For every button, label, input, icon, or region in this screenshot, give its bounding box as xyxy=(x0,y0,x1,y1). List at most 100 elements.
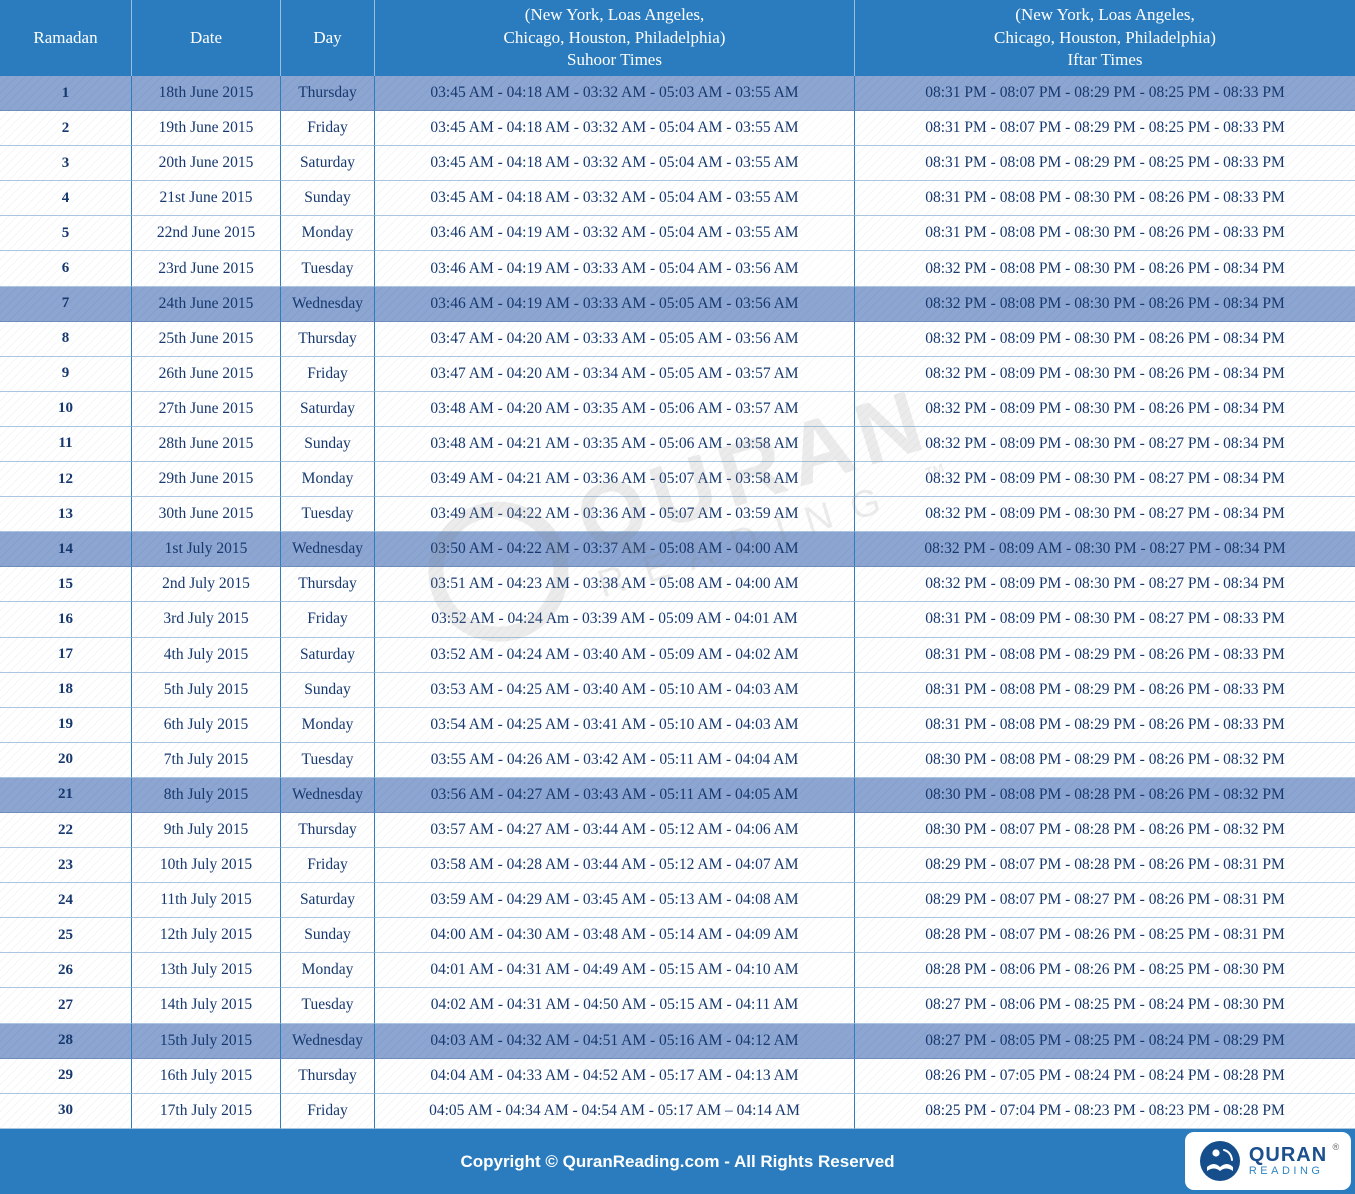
table-row: 27 14th July 2015 Tuesday 04:02 AM - 04:… xyxy=(0,988,1355,1024)
ramadan-number-cell: 17 xyxy=(0,637,132,673)
table-row: 26 13th July 2015 Monday 04:01 AM - 04:3… xyxy=(0,953,1355,989)
ramadan-number-cell: 19 xyxy=(0,707,132,743)
iftar-times-cell: 08:32 PM - 08:08 PM - 08:30 PM - 08:26 P… xyxy=(855,251,1355,287)
ramadan-number-cell: 13 xyxy=(0,497,132,533)
ramadan-number-cell: 5 xyxy=(0,216,132,252)
weekday-cell: Saturday xyxy=(281,883,375,919)
table-row: 28 15th July 2015 Wednesday 04:03 AM - 0… xyxy=(0,1023,1355,1059)
header-date: Date xyxy=(132,0,281,76)
table-row: 11 28th June 2015 Sunday 03:48 AM - 04:2… xyxy=(0,426,1355,463)
weekday-cell: Friday xyxy=(281,111,375,147)
table-row: 17 4th July 2015 Saturday 03:52 AM - 04:… xyxy=(0,637,1355,673)
table-row: 30 17th July 2015 Friday 04:05 AM - 04:3… xyxy=(0,1093,1355,1129)
weekday-cell: Friday xyxy=(281,1093,375,1129)
table-row: 4 21st June 2015 Sunday 03:45 AM - 04:18… xyxy=(0,181,1355,217)
table-row: 3 20th June 2015 Saturday 03:45 AM - 04:… xyxy=(0,146,1355,182)
ramadan-number-cell: 23 xyxy=(0,848,132,884)
ramadan-number-cell: 30 xyxy=(0,1093,132,1129)
table-row: 7 24th June 2015 Wednesday 03:46 AM - 04… xyxy=(0,286,1355,322)
ramadan-number-cell: 15 xyxy=(0,567,132,603)
iftar-times-cell: 08:32 PM - 08:09 PM - 08:30 PM - 08:27 P… xyxy=(855,497,1355,533)
ramadan-number-cell: 24 xyxy=(0,883,132,919)
date-cell: 28th June 2015 xyxy=(132,426,281,463)
ramadan-number-cell: 18 xyxy=(0,672,132,708)
iftar-times-cell: 08:27 PM - 08:06 PM - 08:25 PM - 08:24 P… xyxy=(855,988,1355,1024)
weekday-cell: Sunday xyxy=(281,181,375,217)
header-suhoor-times: (New York, Loas Angeles, Chicago, Housto… xyxy=(375,0,855,76)
suhoor-times-cell: 03:47 AM - 04:20 AM - 03:34 AM - 05:05 A… xyxy=(375,356,855,392)
suhoor-times-cell: 04:05 AM - 04:34 AM - 04:54 AM - 05:17 A… xyxy=(375,1093,855,1129)
weekday-cell: Monday xyxy=(281,953,375,989)
iftar-times-cell: 08:28 PM - 08:07 PM - 08:26 PM - 08:25 P… xyxy=(855,918,1355,954)
iftar-times-cell: 08:31 PM - 08:07 PM - 08:29 PM - 08:25 P… xyxy=(855,76,1355,112)
weekday-cell: Sunday xyxy=(281,918,375,954)
ramadan-number-cell: 3 xyxy=(0,146,132,182)
table-row: 22 9th July 2015 Thursday 03:57 AM - 04:… xyxy=(0,812,1355,849)
iftar-times-cell: 08:30 PM - 08:08 PM - 08:29 PM - 08:26 P… xyxy=(855,743,1355,778)
logo-quran-text: QURAN xyxy=(1248,1143,1328,1166)
ramadan-number-cell: 26 xyxy=(0,953,132,989)
weekday-cell: Monday xyxy=(281,216,375,252)
suhoor-times-cell: 03:54 AM - 04:25 AM - 03:41 AM - 05:10 A… xyxy=(375,707,855,743)
iftar-times-cell: 08:32 PM - 08:08 PM - 08:30 PM - 08:26 P… xyxy=(855,287,1355,322)
weekday-cell: Saturday xyxy=(281,391,375,427)
date-cell: 6th July 2015 xyxy=(132,707,281,743)
weekday-cell: Friday xyxy=(281,848,375,884)
ramadan-number-cell: 28 xyxy=(0,1023,132,1059)
suhoor-times-cell: 03:45 AM - 04:18 AM - 03:32 AM - 05:04 A… xyxy=(375,181,855,217)
ramadan-number-cell: 22 xyxy=(0,812,132,849)
table-row: 16 3rd July 2015 Friday 03:52 AM - 04:24… xyxy=(0,602,1355,638)
weekday-cell: Thursday xyxy=(281,567,375,603)
ramadan-number-cell: 12 xyxy=(0,462,132,498)
suhoor-times-cell: 03:45 AM - 04:18 AM - 03:32 AM - 05:04 A… xyxy=(375,146,855,182)
suhoor-times-cell: 04:00 AM - 04:30 AM - 03:48 AM - 05:14 A… xyxy=(375,918,855,954)
suhoor-times-cell: 03:57 AM - 04:27 AM - 03:44 AM - 05:12 A… xyxy=(375,812,855,849)
weekday-cell: Wednesday xyxy=(281,286,375,322)
header-day: Day xyxy=(281,0,375,76)
table-row: 14 1st July 2015 Wednesday 03:50 AM - 04… xyxy=(0,532,1355,568)
suhoor-times-cell: 03:48 AM - 04:21 AM - 03:35 AM - 05:06 A… xyxy=(375,426,855,463)
suhoor-times-cell: 03:55 AM - 04:26 AM - 03:42 AM - 05:11 A… xyxy=(375,742,855,778)
iftar-times-cell: 08:26 PM - 07:05 PM - 08:24 PM - 08:24 P… xyxy=(855,1059,1355,1094)
table-row: 19 6th July 2015 Monday 03:54 AM - 04:25… xyxy=(0,707,1355,743)
iftar-times-cell: 08:31 PM - 08:08 PM - 08:29 PM - 08:26 P… xyxy=(855,708,1355,743)
suhoor-times-cell: 04:03 AM - 04:32 AM - 04:51 AM - 05:16 A… xyxy=(375,1023,855,1059)
table-row: 9 26th June 2015 Friday 03:47 AM - 04:20… xyxy=(0,356,1355,392)
date-cell: 30th June 2015 xyxy=(132,497,281,533)
iftar-times-cell: 08:31 PM - 08:08 PM - 08:29 PM - 08:26 P… xyxy=(855,673,1355,708)
suhoor-times-cell: 03:59 AM - 04:29 AM - 03:45 AM - 05:13 A… xyxy=(375,883,855,919)
copyright-text: Copyright © QuranReading.com - All Right… xyxy=(460,1151,895,1171)
weekday-cell: Friday xyxy=(281,356,375,392)
iftar-times-cell: 08:31 PM - 08:08 PM - 08:30 PM - 08:26 P… xyxy=(855,181,1355,217)
date-cell: 3rd July 2015 xyxy=(132,602,281,638)
table-row: 6 23rd June 2015 Tuesday 03:46 AM - 04:1… xyxy=(0,251,1355,287)
date-cell: 19th June 2015 xyxy=(132,111,281,147)
weekday-cell: Thursday xyxy=(281,321,375,357)
weekday-cell: Wednesday xyxy=(281,1023,375,1059)
weekday-cell: Monday xyxy=(281,707,375,743)
header-iftar-times: (New York, Loas Angeles, Chicago, Housto… xyxy=(855,0,1355,76)
date-cell: 18th June 2015 xyxy=(132,76,281,112)
date-cell: 27th June 2015 xyxy=(132,391,281,427)
date-cell: 4th July 2015 xyxy=(132,637,281,673)
iftar-times-cell: 08:32 PM - 08:09 PM - 08:30 PM - 08:27 P… xyxy=(855,567,1355,603)
table-row: 29 16th July 2015 Thursday 04:04 AM - 04… xyxy=(0,1058,1355,1094)
weekday-cell: Tuesday xyxy=(281,497,375,533)
table-row: 10 27th June 2015 Saturday 03:48 AM - 04… xyxy=(0,391,1355,427)
iftar-times-cell: 08:30 PM - 08:08 PM - 08:28 PM - 08:26 P… xyxy=(855,778,1355,813)
quran-reading-logo[interactable]: QURAN READING ® xyxy=(1185,1132,1351,1190)
ramadan-number-cell: 4 xyxy=(0,181,132,217)
suhoor-times-cell: 03:52 AM - 04:24 Am - 03:39 AM - 05:09 A… xyxy=(375,602,855,638)
iftar-times-cell: 08:31 PM - 08:07 PM - 08:29 PM - 08:25 P… xyxy=(855,111,1355,147)
iftar-times-cell: 08:31 PM - 08:08 PM - 08:30 PM - 08:26 P… xyxy=(855,216,1355,252)
suhoor-times-cell: 04:01 AM - 04:31 AM - 04:49 AM - 05:15 A… xyxy=(375,953,855,989)
ramadan-number-cell: 6 xyxy=(0,251,132,287)
suhoor-times-cell: 03:52 AM - 04:24 AM - 03:40 AM - 05:09 A… xyxy=(375,637,855,673)
date-cell: 26th June 2015 xyxy=(132,356,281,392)
ramadan-number-cell: 16 xyxy=(0,602,132,638)
suhoor-times-cell: 03:48 AM - 04:20 AM - 03:35 AM - 05:06 A… xyxy=(375,391,855,427)
ramadan-number-cell: 20 xyxy=(0,742,132,778)
date-cell: 17th July 2015 xyxy=(132,1093,281,1129)
iftar-times-cell: 08:31 PM - 08:09 PM - 08:30 PM - 08:27 P… xyxy=(855,602,1355,638)
